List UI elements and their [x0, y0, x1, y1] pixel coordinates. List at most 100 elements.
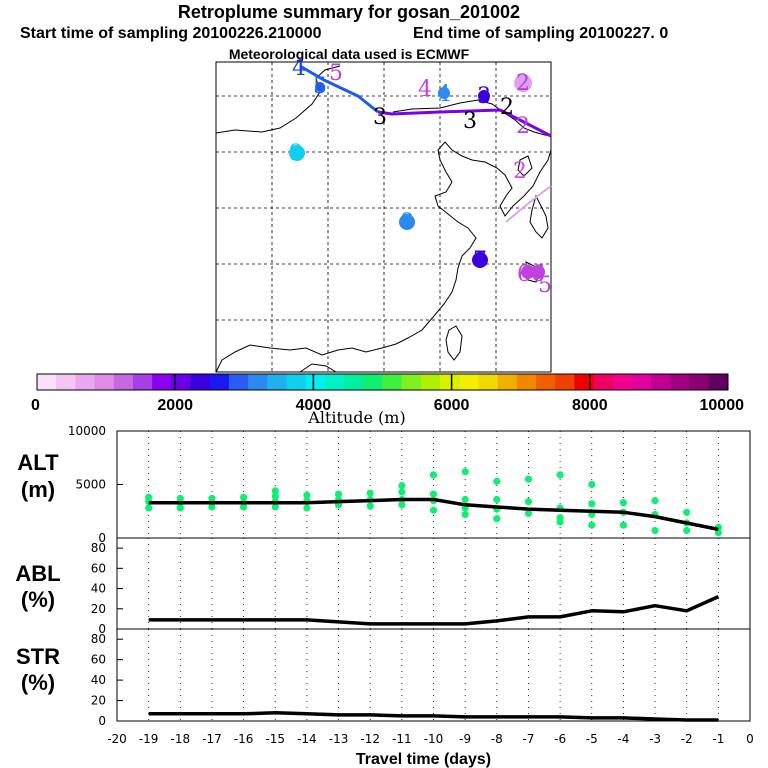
coastline-korea	[529, 194, 549, 239]
colorbar-tick-label: 4000	[296, 397, 332, 414]
colorbar-cell	[190, 374, 211, 390]
map-label: 3	[373, 105, 387, 130]
colorbar-ticks: 0 2000 4000 6000 8000 10000	[31, 374, 744, 414]
coastline-taiwan	[445, 325, 463, 361]
colorbar-cell	[209, 374, 230, 390]
plume-point	[334, 490, 343, 498]
plume-point	[303, 491, 311, 499]
plume-point	[366, 489, 374, 497]
time-series-panels: 1000050000ALT(m)806040200ABL(%)806040200…	[15, 424, 753, 768]
x-tick-label: -9	[459, 732, 471, 746]
colorbar-tick-label: 8000	[572, 397, 608, 414]
map-label: 6	[517, 262, 531, 287]
colorbar-tick-label: 6000	[434, 397, 470, 414]
x-tick-label: -4	[617, 732, 629, 746]
colorbar-cell	[574, 374, 595, 390]
y-tick-label: 20	[91, 694, 106, 708]
colorbar-label: Altitude (m)	[307, 408, 405, 427]
plume-point	[524, 475, 533, 483]
plume-point	[493, 495, 501, 504]
start-time-text: Start time of sampling 20100226.210000	[20, 25, 322, 42]
coastline	[215, 65, 552, 373]
plume-point	[271, 503, 279, 511]
plume-point	[398, 488, 406, 496]
panel-title: ABL	[15, 561, 60, 586]
plume-point	[556, 518, 564, 526]
colorbar-cell	[363, 374, 383, 390]
plume-point	[271, 492, 279, 500]
colorbar-cell	[56, 374, 76, 390]
map-dot	[399, 214, 415, 230]
plume-point	[429, 506, 438, 514]
x-tick-label: -12	[360, 732, 380, 746]
colorbar-cell	[382, 374, 403, 390]
title-text: Retroplume summary for gosan_201002	[177, 2, 521, 22]
map-dot	[531, 265, 545, 279]
plume-point	[461, 495, 469, 504]
map-label: 5	[538, 273, 552, 298]
y-tick-label: 40	[91, 673, 106, 687]
colorbar-cell	[248, 374, 268, 390]
y-tick-label: 80	[91, 632, 106, 646]
plume-path-east	[377, 108, 552, 138]
plume-dots	[289, 74, 545, 279]
y-tick-label: 10000	[68, 424, 106, 438]
map-label: 5	[313, 74, 327, 99]
end-time-text: End time of sampling 20100227. 0	[413, 25, 669, 42]
x-tick-label: -3	[649, 732, 661, 746]
plume-point	[524, 509, 533, 517]
y-tick-label: 80	[91, 541, 106, 555]
x-tick-label: -1	[712, 732, 724, 746]
x-tick-label: -13	[329, 732, 349, 746]
panel-abl: 80 60 40 20 0 ABL(%)	[15, 537, 751, 636]
y-tick-label: 20	[91, 602, 106, 616]
map-label: 3	[463, 109, 477, 134]
y-tick-label: 5000	[75, 478, 106, 492]
colorbar-cell	[632, 374, 652, 390]
series-line	[148, 595, 720, 626]
x-tick-label: -6	[554, 732, 566, 746]
y-tick-label: 0	[98, 714, 106, 728]
x-tick-label: -16	[234, 732, 254, 746]
map-dot	[438, 87, 450, 99]
colorbar-cell	[593, 374, 614, 390]
plume-point	[398, 482, 406, 490]
map-dot	[315, 82, 325, 92]
series-line	[148, 497, 719, 532]
coastline-north	[215, 65, 341, 134]
x-tick-label: -19	[139, 732, 159, 746]
plume-point	[461, 510, 469, 519]
colorbar-cell	[132, 374, 153, 390]
x-tick-label: -8	[491, 732, 503, 746]
colorbar-cell	[113, 374, 134, 390]
plume-point	[651, 497, 659, 505]
plume-point	[493, 477, 501, 485]
plume-point	[461, 468, 469, 476]
colorbar-cell	[267, 374, 287, 390]
x-tick-label: 0	[746, 732, 754, 746]
colorbar-cell	[420, 374, 441, 390]
x-tick-label: -15	[265, 732, 285, 746]
plume-point	[683, 508, 691, 516]
colorbar-cell	[670, 374, 691, 390]
colorbar-cell	[651, 374, 671, 390]
coastline-hainan	[299, 363, 337, 373]
plume-point	[176, 504, 184, 512]
plume-point	[145, 504, 153, 512]
panel-title: STR	[16, 644, 60, 669]
plume-point	[429, 471, 438, 479]
map-label: 2	[513, 159, 527, 184]
y-tick-label: 0	[98, 622, 106, 636]
plume-point	[366, 502, 374, 510]
plume-point	[303, 504, 311, 512]
map-label: 6	[531, 262, 545, 287]
plume-point	[556, 471, 564, 479]
colorbar-cell	[152, 374, 172, 390]
altitude-colorbar: 0 2000 4000 6000 8000 10000 Altitude (m)	[31, 373, 744, 427]
plume-point	[208, 503, 216, 511]
colorbar-cell	[536, 374, 556, 390]
panel-alt: 10000 5000 0 ALT(m)	[17, 424, 751, 545]
x-tick-label: -7	[522, 732, 534, 746]
